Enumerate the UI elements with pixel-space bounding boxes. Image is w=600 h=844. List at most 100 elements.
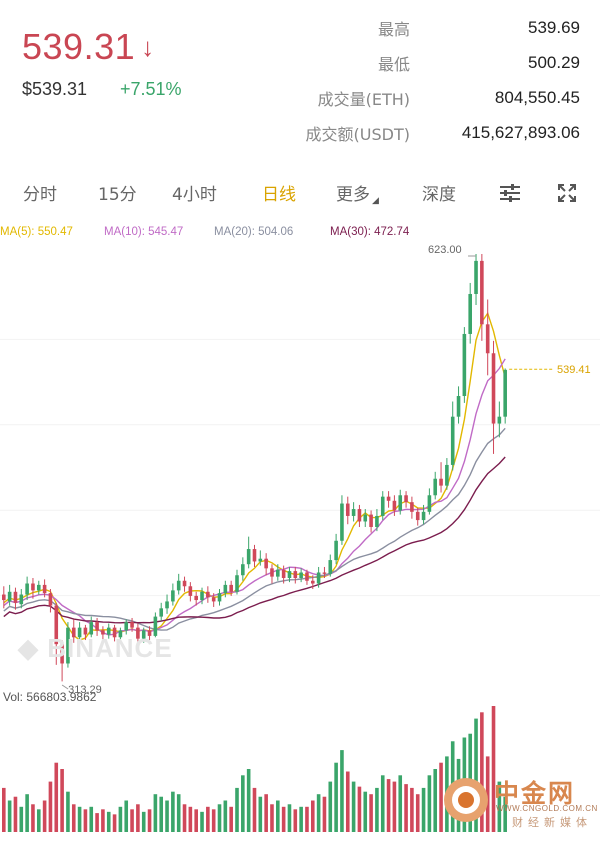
volume-bar: [305, 806, 309, 832]
cngold-logo-url: WWW.CNGOLD.COM.CN: [496, 804, 598, 813]
volume-bar: [386, 779, 391, 832]
volume-bar: [223, 800, 228, 832]
candle-body: [270, 568, 274, 577]
candle-body: [456, 396, 461, 417]
candle-body: [13, 591, 18, 603]
stat-low: 最低 500.29: [280, 45, 580, 80]
candle-body: [141, 630, 146, 639]
candle-body: [31, 583, 35, 591]
sliders-icon[interactable]: [498, 182, 522, 204]
volume-bar: [433, 769, 438, 832]
volume-bar: [287, 804, 292, 832]
volume-bar: [13, 796, 18, 832]
interval-tabs: 分时 15分 4小时 日线 更多 ◢ 深度: [0, 172, 600, 216]
candle-body: [54, 605, 59, 645]
volume-bar: [328, 781, 333, 832]
ma-lines: [3, 311, 506, 641]
candle-body: [66, 627, 70, 664]
candle-body: [171, 590, 175, 602]
ticker-header: 539.31 ↓ $539.31 +7.51% 最高 539.69 最低 500.…: [0, 0, 600, 150]
high-price-label: 623.00: [428, 244, 462, 256]
candle-body: [468, 293, 472, 334]
tab-more[interactable]: 更多 ◢: [336, 180, 379, 206]
candle-body: [427, 495, 432, 512]
expand-icon[interactable]: [556, 182, 580, 204]
change-percent: +7.51%: [120, 79, 182, 99]
volume-bar: [316, 794, 321, 832]
volume-bar: [299, 806, 303, 832]
candle-body: [497, 416, 502, 424]
volume-bar: [246, 769, 251, 832]
candlestick-chart[interactable]: 539.41 623.00 313.29: [0, 240, 600, 844]
tab-15min[interactable]: 15分: [98, 185, 137, 205]
candle-body: [241, 564, 245, 576]
ma5-line: [3, 311, 506, 641]
candle-body: [19, 594, 24, 605]
down-arrow-icon: ↓: [141, 32, 155, 62]
volume-bar: [398, 775, 403, 832]
candles: [2, 254, 507, 682]
candle-body: [153, 616, 158, 636]
volume-bar: [334, 762, 338, 832]
candle-body: [316, 572, 321, 584]
volume-bar: [485, 756, 490, 832]
binance-watermark: ◆ BINANCE: [18, 633, 173, 663]
volume-bar: [136, 804, 140, 832]
candle-body: [491, 353, 496, 424]
candle-body: [77, 627, 82, 638]
volume-bar: [503, 796, 507, 832]
volume-bar: [200, 811, 204, 832]
volume-bar: [83, 809, 88, 832]
candle-body: [293, 571, 298, 578]
volume-bar: [252, 787, 257, 832]
stat-value: 804,550.45: [494, 87, 580, 107]
tab-timeshare[interactable]: 分时: [23, 185, 57, 205]
candle-body: [287, 571, 292, 578]
volume-bar: [48, 781, 53, 832]
last-price-value: 539.31: [22, 26, 136, 67]
volume-bar: [101, 809, 105, 832]
volume-bar: [421, 787, 426, 832]
candle-body: [25, 583, 29, 595]
tab-4hour[interactable]: 4小时: [172, 185, 217, 205]
volume-bar: [25, 794, 29, 832]
volume-bar: [415, 794, 420, 832]
candle-body: [351, 509, 356, 516]
candle-body: [375, 515, 379, 527]
volume-bar: [293, 809, 298, 832]
ma5-label: MA(5): 550.47: [0, 226, 73, 238]
volume-bar: [363, 791, 368, 832]
candle-body: [165, 601, 169, 609]
tab-more-label: 更多: [336, 185, 370, 205]
ma20-line: [3, 427, 506, 631]
candle-body: [357, 509, 362, 522]
current-price-label: 539.41: [557, 364, 591, 376]
candle-body: [404, 495, 408, 503]
tab-daily[interactable]: 日线: [262, 185, 296, 205]
chart-grid: [0, 338, 600, 597]
low-price-label: 313.29: [68, 684, 102, 696]
volume-bar: [77, 806, 82, 832]
candle-body: [182, 580, 187, 587]
candle-body: [480, 260, 484, 325]
candle-body: [130, 622, 134, 628]
candle-body: [258, 558, 263, 562]
candle-body: [276, 569, 280, 577]
volume-bar: [404, 784, 408, 832]
ma30-line: [3, 456, 506, 624]
candle-body: [421, 511, 426, 521]
volume-bar: [410, 787, 414, 832]
volume-bar: [71, 804, 76, 832]
volume-bar: [340, 750, 344, 832]
candle-body: [322, 572, 327, 574]
tab-depth[interactable]: 深度: [422, 185, 456, 205]
stat-label: 最高: [377, 19, 410, 39]
ma10-line: [3, 358, 506, 636]
volume-bar: [474, 718, 478, 832]
candle-body: [328, 560, 333, 574]
stat-value: 500.29: [528, 52, 580, 72]
volume-bar: [229, 806, 233, 832]
candle-body: [392, 500, 397, 511]
stat-high: 最高 539.69: [280, 10, 580, 45]
volume-bar: [7, 800, 12, 832]
